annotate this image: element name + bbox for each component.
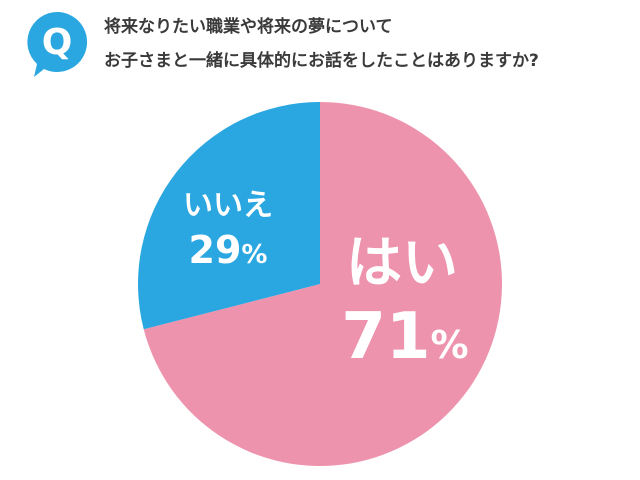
q-letter: Q (42, 22, 73, 63)
question-text: 将来なりたい職業や将来の夢について お子さまと一緒に具体的にお話をしたことはあり… (104, 10, 634, 78)
question-line-2: お子さまと一緒に具体的にお話をしたことはありますか? (104, 51, 539, 71)
q-badge: Q (27, 11, 88, 78)
value-yes: 71% (341, 300, 468, 374)
label-yes: はい (346, 231, 458, 296)
value-no-unit: % (241, 240, 267, 270)
pie-slice-yes (143, 102, 503, 467)
value-yes-unit: % (430, 323, 468, 367)
speech-bubble-icon (27, 11, 88, 78)
value-no: 29% (189, 228, 268, 272)
value-no-number: 29 (189, 228, 242, 272)
label-no: いいえ (183, 188, 273, 223)
question-line-1: 将来なりたい職業や将来の夢について (104, 17, 393, 37)
pie-slice-no (138, 102, 320, 330)
value-yes-number: 71 (341, 300, 430, 374)
